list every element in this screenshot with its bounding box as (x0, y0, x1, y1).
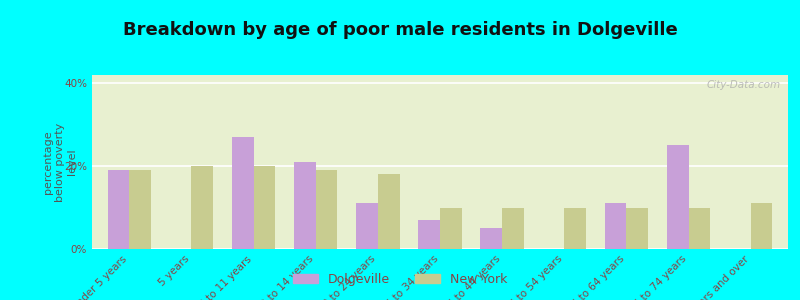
Bar (750, 203, 773, 249)
Bar (254, 166, 275, 249)
Bar (378, 174, 400, 249)
Bar (502, 208, 524, 249)
Legend: Dolgeville, New York: Dolgeville, New York (288, 268, 512, 291)
Bar (689, 208, 710, 249)
Bar (107, 170, 130, 249)
Bar (626, 208, 648, 249)
Bar (480, 228, 502, 249)
Text: Breakdown by age of poor male residents in Dolgeville: Breakdown by age of poor male residents … (122, 21, 678, 39)
Bar (294, 162, 316, 249)
Bar (667, 146, 689, 249)
Bar (191, 166, 213, 249)
Bar (418, 220, 440, 249)
Bar (356, 203, 378, 249)
Bar (564, 208, 586, 249)
Bar (440, 208, 462, 249)
Bar (130, 170, 151, 249)
Bar (232, 137, 254, 249)
Bar (605, 203, 626, 249)
Text: City-Data.com: City-Data.com (707, 80, 781, 90)
Bar (316, 170, 338, 249)
Y-axis label: percentage
below poverty
level: percentage below poverty level (43, 122, 77, 202)
